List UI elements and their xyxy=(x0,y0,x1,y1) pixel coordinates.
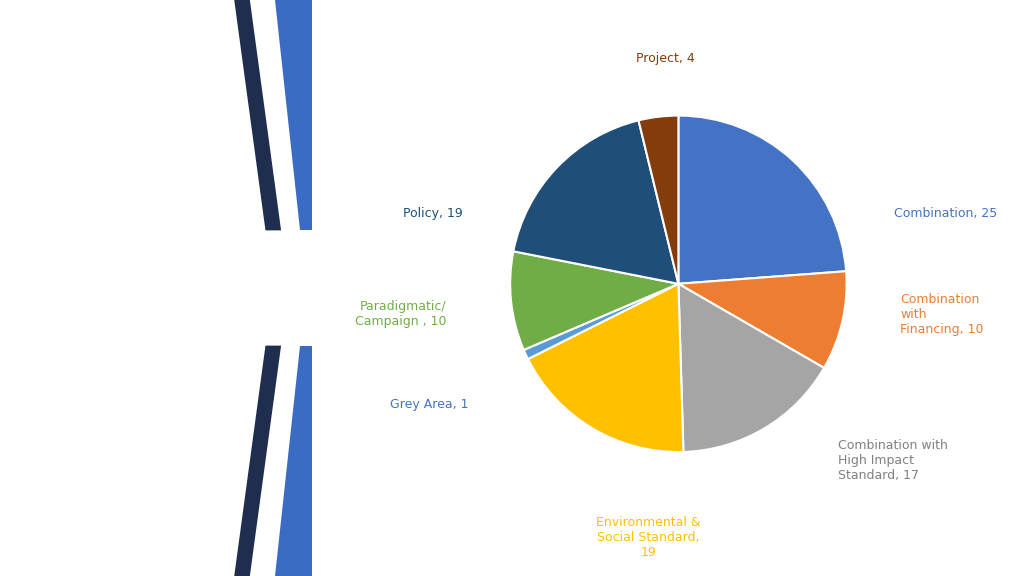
Text: Grey Area, 1: Grey Area, 1 xyxy=(389,399,468,411)
Text: Combination, 25: Combination, 25 xyxy=(894,207,997,219)
Wedge shape xyxy=(679,284,824,452)
Text: New category:
Paradigmatic/
Campaign: New category: Paradigmatic/ Campaign xyxy=(22,415,181,487)
Polygon shape xyxy=(244,0,318,230)
Wedge shape xyxy=(523,284,679,359)
Wedge shape xyxy=(510,251,679,350)
Polygon shape xyxy=(274,0,318,230)
Text: More than one-
third of the
mapped MSIs
combine multiple
orientations: More than one- third of the mapped MSIs … xyxy=(22,161,191,286)
Wedge shape xyxy=(639,116,679,284)
Text: Environmental &
Social Standard,
19: Environmental & Social Standard, 19 xyxy=(596,516,700,559)
Text: Paradigmatic/
Campaign , 10: Paradigmatic/ Campaign , 10 xyxy=(354,300,446,328)
Text: Combination with
High Impact
Standard, 17: Combination with High Impact Standard, 1… xyxy=(839,439,948,482)
Polygon shape xyxy=(274,346,318,576)
Text: Project, 4: Project, 4 xyxy=(636,52,694,65)
Wedge shape xyxy=(678,116,846,284)
Polygon shape xyxy=(244,346,318,576)
Wedge shape xyxy=(513,120,679,284)
Wedge shape xyxy=(528,284,683,452)
Polygon shape xyxy=(234,346,281,576)
Polygon shape xyxy=(234,0,281,230)
Wedge shape xyxy=(679,271,847,368)
Text: Combination
with
Financing, 10: Combination with Financing, 10 xyxy=(900,293,984,336)
Text: Policy, 19: Policy, 19 xyxy=(403,207,463,219)
